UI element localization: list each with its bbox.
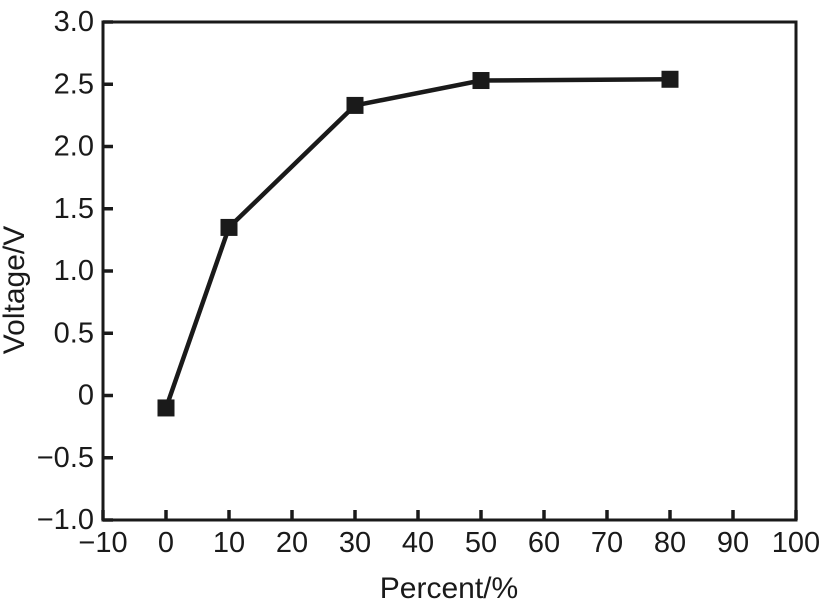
data-point-marker bbox=[157, 399, 175, 417]
y-tick-label: 0 bbox=[78, 380, 94, 412]
data-point-marker bbox=[346, 96, 364, 114]
x-tick-label: 0 bbox=[158, 527, 174, 559]
y-tick-label: 2.0 bbox=[54, 131, 94, 163]
plot-area bbox=[101, 20, 798, 522]
x-tick-label: −10 bbox=[78, 527, 127, 559]
y-tick-label: 1.0 bbox=[54, 255, 94, 287]
data-point-marker bbox=[220, 218, 238, 236]
x-axis-title: Percent/% bbox=[380, 572, 518, 605]
data-point-marker bbox=[472, 72, 490, 90]
x-tick-label: 90 bbox=[717, 527, 749, 559]
x-tick-label: 40 bbox=[402, 527, 434, 559]
x-tick-label: 60 bbox=[528, 527, 560, 559]
x-tick-label: 10 bbox=[213, 527, 245, 559]
y-tick-label: −0.5 bbox=[37, 442, 94, 474]
x-tick-label: 20 bbox=[276, 527, 308, 559]
x-tick-label: 70 bbox=[591, 527, 623, 559]
plot-border bbox=[101, 20, 798, 522]
ticks-layer bbox=[101, 20, 798, 522]
series-layer bbox=[157, 70, 679, 417]
y-axis-title: Voltage/V bbox=[0, 226, 31, 354]
x-tick-label: 80 bbox=[654, 527, 686, 559]
x-tick-label: 30 bbox=[339, 527, 371, 559]
y-tick-label: 2.5 bbox=[54, 68, 94, 100]
y-tick-label: 3.0 bbox=[54, 6, 94, 38]
y-tick-label: 1.5 bbox=[54, 193, 94, 225]
y-tick-label: −1.0 bbox=[37, 504, 94, 536]
x-tick-label: 100 bbox=[772, 527, 820, 559]
data-point-marker bbox=[661, 70, 679, 88]
data-line bbox=[163, 77, 671, 409]
x-tick-label: 50 bbox=[465, 527, 497, 559]
tick-labels-layer: −10 0 10 20 30 40 50 60 70 80 90 100 −1.0 −0.5 0 0.5 1.0… bbox=[37, 6, 820, 559]
y-tick-label: 0.5 bbox=[54, 317, 94, 349]
